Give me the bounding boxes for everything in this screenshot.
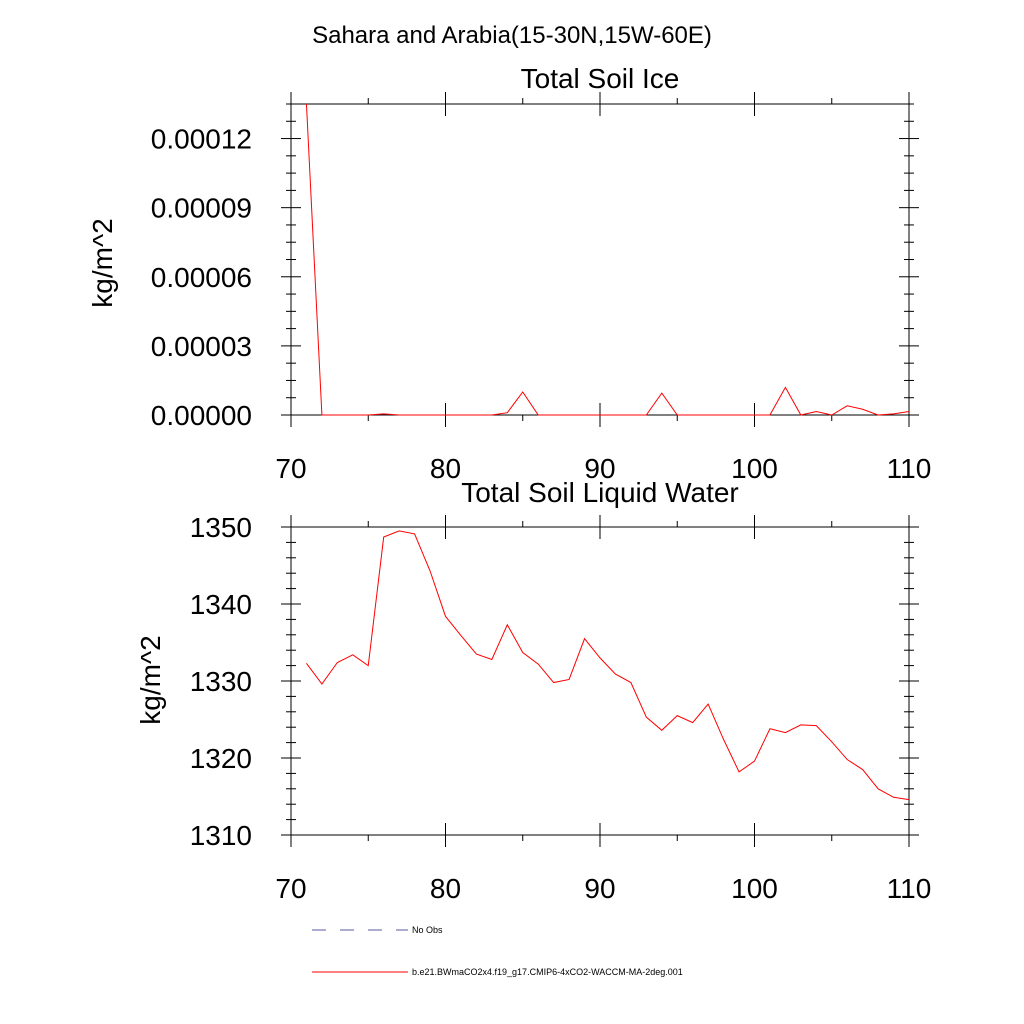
y-tick-label: 0.00006 bbox=[151, 262, 252, 293]
y-tick-label: 0.00012 bbox=[151, 124, 252, 155]
x-tick-labels: 70 80 90 100 110 bbox=[275, 873, 931, 904]
y-tick-label: 0.00003 bbox=[151, 331, 252, 362]
y-tick-label: 1330 bbox=[190, 666, 252, 697]
figure-title: Sahara and Arabia(15-30N,15W-60E) bbox=[312, 22, 712, 49]
y-axis-label: kg/m^2 bbox=[135, 635, 166, 724]
legend-label-model: b.e21.BWmaCO2x4.f19_g17.CMIP6-4xCO2-WACC… bbox=[412, 967, 683, 977]
tick-marks bbox=[281, 515, 919, 847]
x-tick-labels: 70 80 90 100 110 bbox=[275, 453, 931, 484]
series-line bbox=[306, 530, 910, 801]
plot-frame bbox=[290, 103, 910, 416]
plot-total-soil-ice: Total Soil Ice kg/m^2 0.000000.000030.00… bbox=[87, 63, 931, 484]
legend: No Obs b.e21.BWmaCO2x4.f19_g17.CMIP6-4xC… bbox=[312, 925, 683, 977]
y-tick-label: 1350 bbox=[190, 512, 252, 543]
x-tick-label: 100 bbox=[731, 453, 778, 484]
x-tick-label: 90 bbox=[584, 873, 615, 904]
plot-title: Total Soil Liquid Water bbox=[461, 477, 739, 508]
y-tick-label: 1320 bbox=[190, 743, 252, 774]
series-line bbox=[305, 103, 910, 416]
x-tick-label: 70 bbox=[275, 873, 306, 904]
x-tick-label: 100 bbox=[731, 873, 778, 904]
tick-marks bbox=[281, 92, 919, 427]
y-tick-label: 1310 bbox=[190, 820, 252, 851]
y-tick-labels: 1310 1320 1330 1340 1350 bbox=[190, 512, 252, 851]
y-tick-label: 0.00000 bbox=[151, 400, 252, 431]
x-tick-label: 80 bbox=[430, 453, 461, 484]
legend-label-no-obs: No Obs bbox=[412, 925, 443, 935]
x-tick-label: 110 bbox=[887, 453, 932, 484]
y-tick-labels: 0.00000 0.00003 0.00006 0.00009 0.00012 bbox=[151, 124, 252, 431]
plot-title: Total Soil Ice bbox=[521, 63, 680, 94]
plot-frame bbox=[290, 526, 910, 836]
x-tick-label: 90 bbox=[584, 453, 615, 484]
x-tick-label: 80 bbox=[430, 873, 461, 904]
x-tick-label: 70 bbox=[275, 453, 306, 484]
x-tick-label: 110 bbox=[887, 873, 932, 904]
y-axis-label: kg/m^2 bbox=[87, 218, 118, 307]
y-tick-label: 1340 bbox=[190, 589, 252, 620]
plot-total-soil-liquid-water: Total Soil Liquid Water kg/m^2 131013201… bbox=[135, 477, 931, 904]
y-tick-label: 0.00009 bbox=[151, 193, 252, 224]
